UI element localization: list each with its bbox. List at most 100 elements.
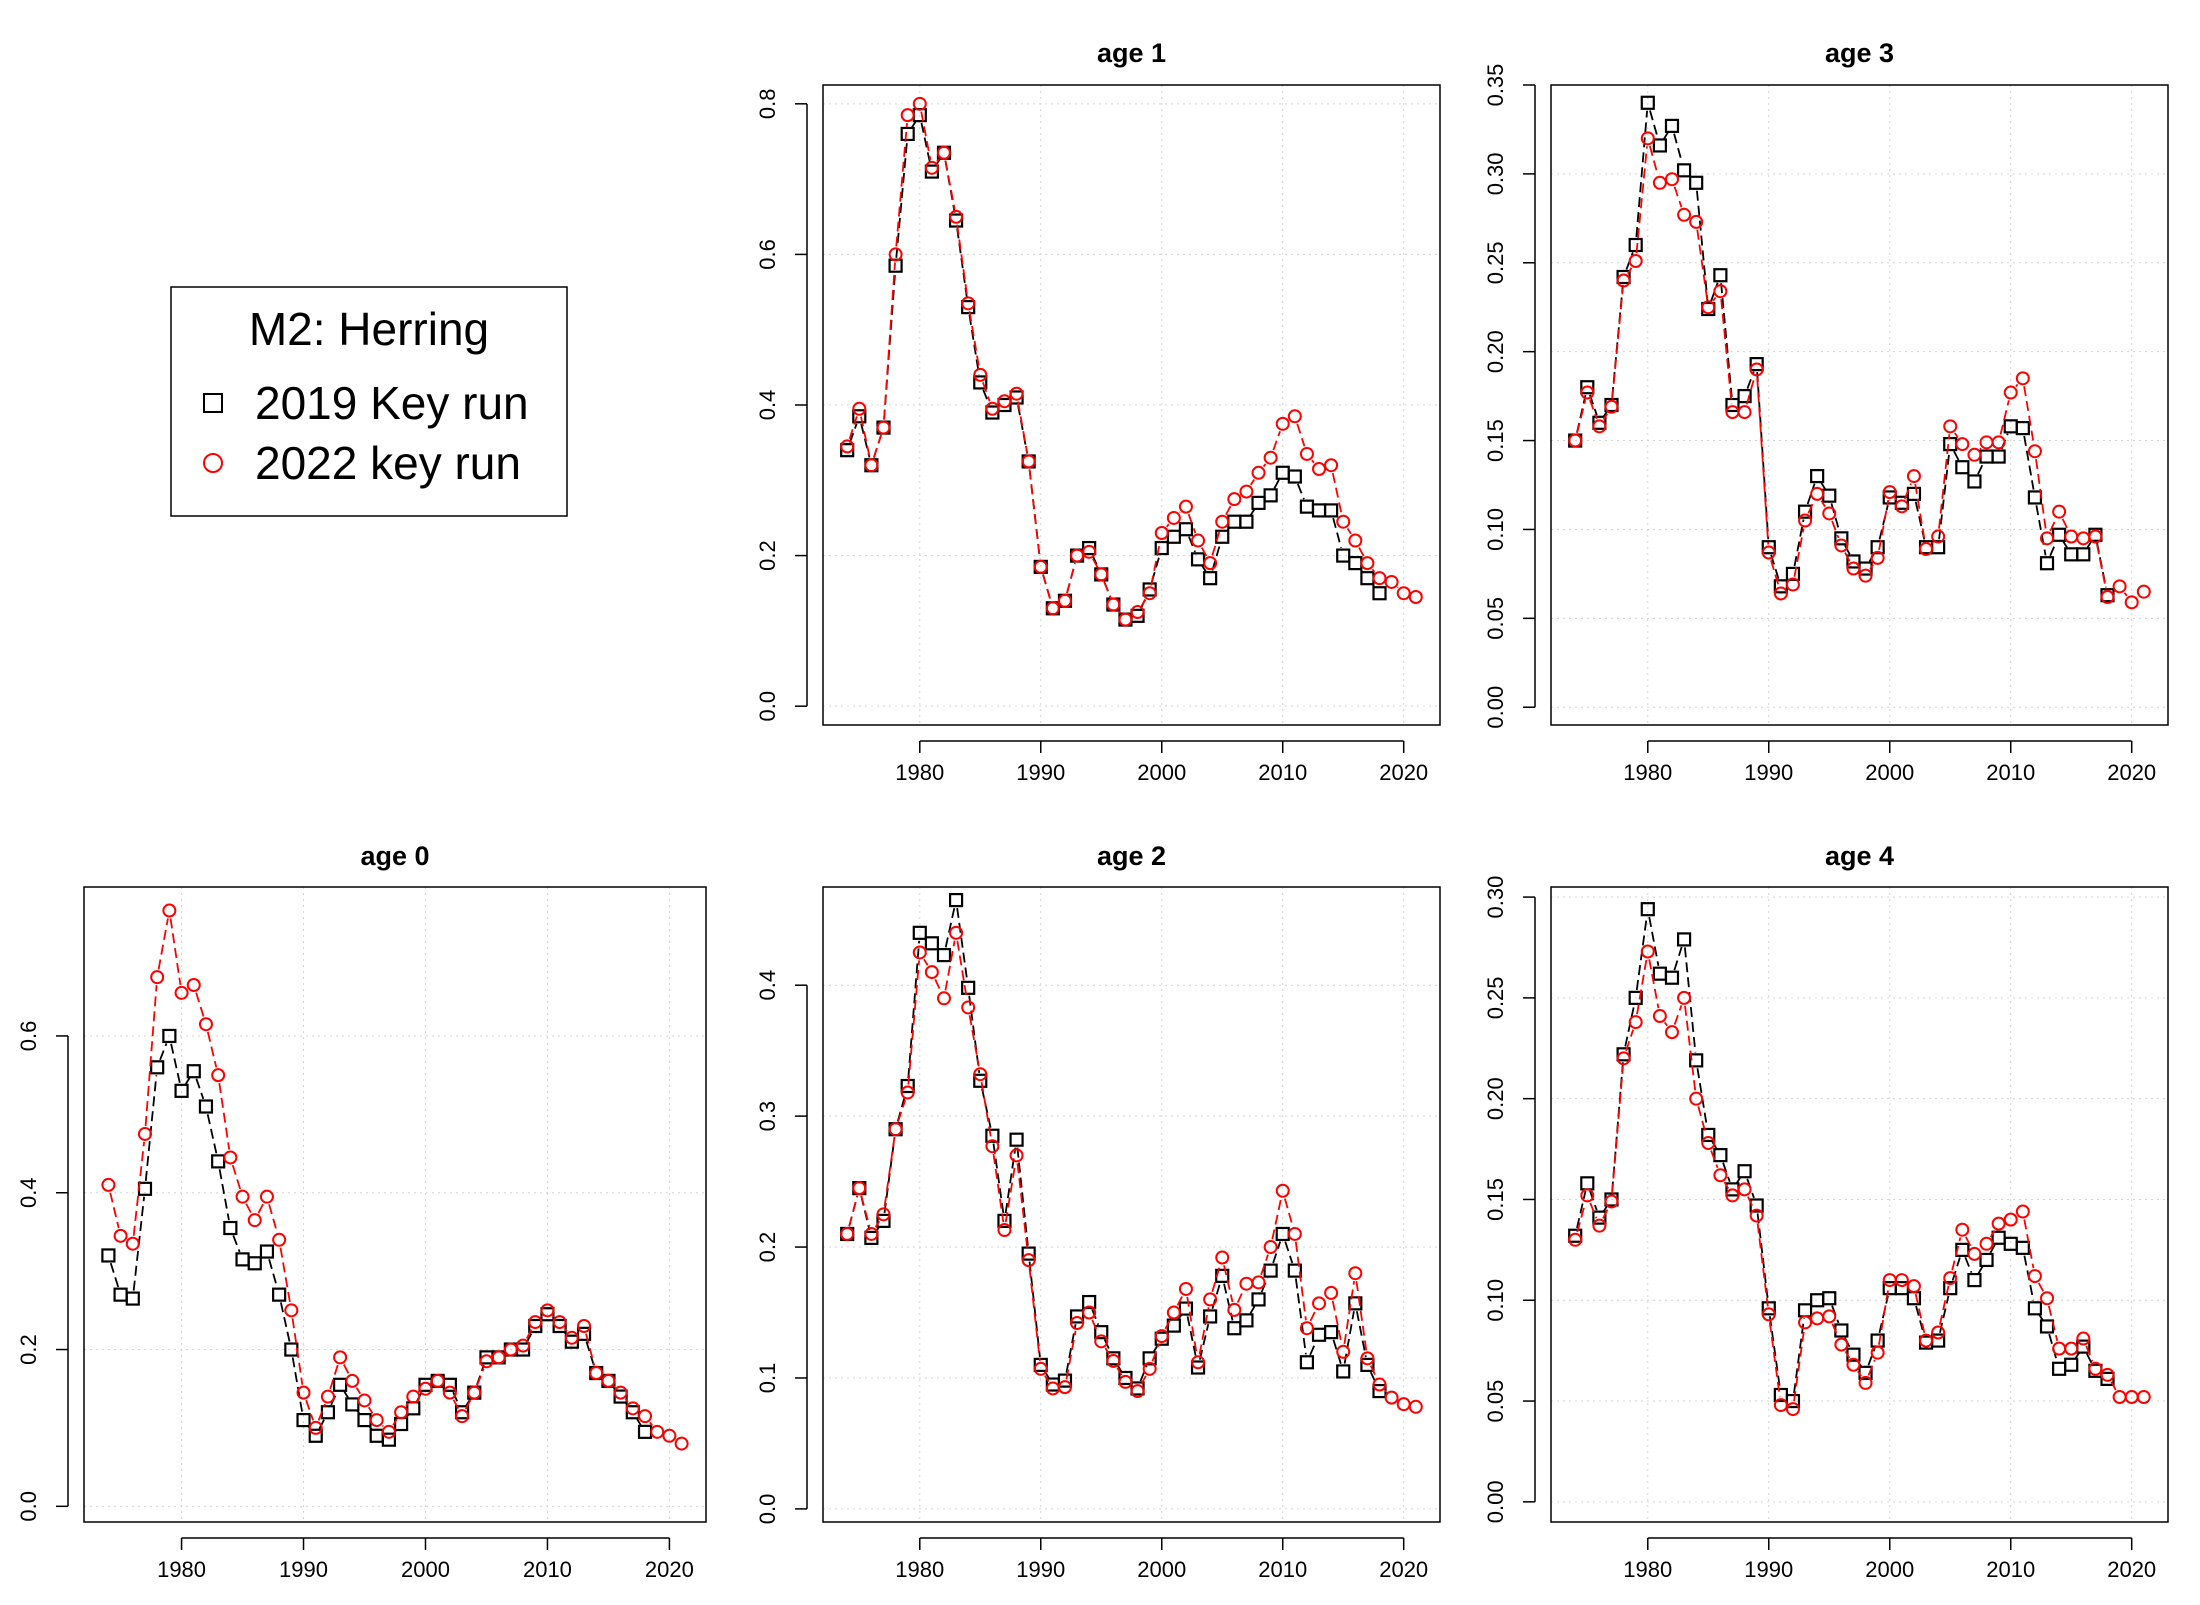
series-line-segment [1285,1242,1292,1263]
y-tick-label: 0.00 [1483,686,1508,729]
series-line-segment [196,1079,203,1099]
data-point-circle [877,422,889,434]
y-tick-label: 0.00 [1483,1480,1508,1523]
series-line-segment [1636,146,1647,253]
series-line-segment [269,1204,277,1232]
series-line-segment [1664,133,1668,139]
series-line-segment [219,1083,229,1149]
x-tick-label: 2020 [645,1557,694,1582]
data-point-square [1666,972,1678,984]
data-point-circle [1666,1026,1678,1038]
y-tick-label: 0.0 [755,691,780,722]
data-point-square [639,1426,651,1438]
data-point-circle [1023,455,1035,467]
data-point-circle [1119,1376,1131,1388]
data-point-square [1981,451,1993,463]
data-point-circle [1107,599,1119,611]
series-line-segment [1312,460,1314,463]
series-line-segment [1665,1022,1667,1025]
data-point-circle [1811,488,1823,500]
data-point-circle [1180,501,1192,513]
data-point-circle [1216,1252,1228,1264]
data-point-circle [902,109,914,121]
series-line-segment [1385,1390,1386,1391]
x-tick-label: 2000 [1865,1557,1914,1582]
data-point-circle [1739,1183,1751,1195]
series-line-segment [1017,1148,1027,1246]
data-point-circle [2102,1369,2114,1381]
series-line-segment [614,1386,615,1387]
data-point-square [1301,1356,1313,1368]
data-point-square [102,1249,114,1261]
data-point-square [1325,504,1337,516]
data-point-circle [2053,1343,2065,1355]
data-point-circle [1337,1346,1349,1358]
data-point-circle [1823,1310,1835,1322]
series-line-segment [849,1196,857,1226]
data-point-circle [1630,1016,1642,1028]
series-line-segment [1713,298,1715,301]
data-point-square [151,1061,163,1073]
legend-label-2019: 2019 Key run [255,377,529,429]
data-point-circle [926,966,938,978]
data-point-circle [1896,500,1908,512]
series-line-segment [1674,134,1682,163]
series-line-segment [1359,548,1364,556]
data-point-circle [1349,535,1361,547]
data-point-circle [1654,1010,1666,1022]
data-point-square [115,1289,127,1301]
data-point-circle [432,1375,444,1387]
series-line-segment [1274,480,1279,488]
series-line-segment [2016,384,2018,386]
data-point-square [1228,1322,1240,1334]
data-point-circle [151,971,163,983]
data-point-circle [200,1018,212,1030]
series-line-segment [2050,542,2056,556]
data-point-square [1823,1292,1835,1304]
series-line-segment [159,918,168,969]
y-tick-label: 0.6 [16,1021,41,1052]
data-point-square [1968,1274,1980,1286]
series-line-segment [134,1142,144,1236]
data-point-circle [1386,1392,1398,1404]
data-point-circle [102,1179,114,1191]
series-key-run-2019 [1569,97,2113,601]
data-point-circle [1860,570,1872,582]
series-line-segment [344,1364,349,1373]
data-point-circle [1192,535,1204,547]
data-point-circle [1374,572,1386,584]
series-line-segment [146,985,157,1126]
data-point-square [1981,1254,1993,1266]
series-line-segment [171,918,181,984]
y-tick-label: 0.4 [16,1177,41,1208]
series-line-segment [1577,400,1585,432]
data-point-square [1993,1232,2005,1244]
data-point-square [212,1155,224,1167]
y-tick-label: 0.05 [1483,1380,1508,1423]
x-tick-label: 2010 [1986,760,2035,785]
series-line-segment [1264,464,1266,467]
series-line-segment [874,435,881,457]
x-tick-label: 2000 [1865,760,1914,785]
series-line-segment [293,1357,302,1412]
data-point-circle [1956,438,1968,450]
data-point-circle [1714,1169,1726,1181]
data-point-circle [676,1438,688,1450]
data-point-circle [1908,1280,1920,1292]
data-point-circle [1799,515,1811,527]
panel-title: age 3 [1825,38,1894,68]
data-point-circle [950,211,962,223]
data-point-square [261,1246,273,1258]
data-point-square [1581,1177,1593,1189]
data-point-square [2029,491,2041,503]
series-line-segment [1167,524,1169,527]
legend-label-2022: 2022 key run [255,437,521,489]
series-line-segment [258,1204,263,1213]
